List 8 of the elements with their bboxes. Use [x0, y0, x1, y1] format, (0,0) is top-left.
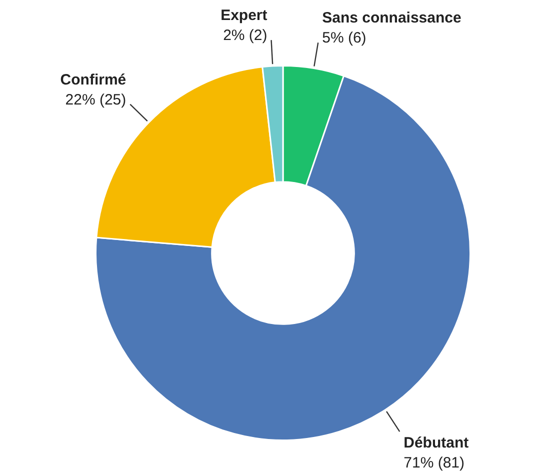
slice-label: Confirmé [60, 71, 126, 88]
data-label: 71% (81) [404, 454, 465, 472]
data-label: 2% (2) [223, 27, 268, 44]
data-label: 22% (25) [65, 91, 126, 108]
slice-label: Sans connaissance [322, 10, 462, 27]
slice-label: Expert [220, 7, 268, 24]
data-label: 5% (6) [322, 30, 366, 47]
slice-label: Débutant [404, 434, 469, 452]
